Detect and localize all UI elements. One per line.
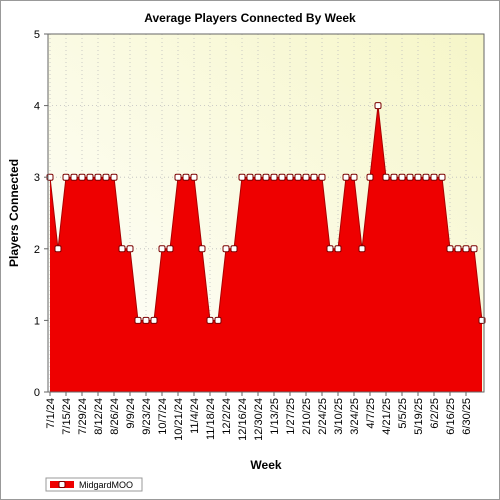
data-point <box>438 173 446 181</box>
data-point <box>462 245 470 253</box>
y-tick-label: 3 <box>34 172 40 184</box>
data-point <box>302 173 310 181</box>
x-tick-label: 10/7/24 <box>157 398 169 435</box>
x-tick-label: 12/16/24 <box>237 398 249 441</box>
data-point <box>54 245 62 253</box>
x-tick-label: 8/12/24 <box>93 398 105 435</box>
data-point <box>358 245 366 253</box>
data-point <box>78 173 86 181</box>
data-point <box>366 173 374 181</box>
series-area <box>50 105 482 392</box>
data-point <box>454 245 462 253</box>
data-point <box>150 316 158 324</box>
x-tick-label: 3/24/25 <box>349 398 361 435</box>
x-tick-label: 6/30/25 <box>461 398 473 435</box>
legend-marker <box>58 481 66 488</box>
data-point <box>294 173 302 181</box>
data-point <box>238 173 246 181</box>
x-tick-label: 7/29/24 <box>77 398 89 435</box>
data-point <box>406 173 414 181</box>
data-point <box>86 173 94 181</box>
series-layer <box>46 102 486 392</box>
data-point <box>382 173 390 181</box>
x-tick-label: 5/5/25 <box>397 398 409 429</box>
data-point <box>350 173 358 181</box>
data-point <box>334 245 342 253</box>
data-point <box>206 316 214 324</box>
x-tick-label: 8/26/24 <box>109 398 121 435</box>
data-point <box>214 316 222 324</box>
x-tick-label: 5/19/25 <box>413 398 425 435</box>
data-point <box>422 173 430 181</box>
data-point <box>126 245 134 253</box>
y-tick-label: 5 <box>34 29 40 41</box>
x-tick-label: 2/10/25 <box>301 398 313 435</box>
x-tick-label: 9/9/24 <box>125 398 137 429</box>
data-point <box>270 173 278 181</box>
data-point <box>470 245 478 253</box>
data-point <box>286 173 294 181</box>
x-tick-label: 2/24/25 <box>317 398 329 435</box>
y-tick-label: 0 <box>34 387 40 399</box>
x-tick-label: 12/30/24 <box>253 398 265 441</box>
plot-border <box>47 33 485 393</box>
data-point <box>94 173 102 181</box>
data-point <box>326 245 334 253</box>
data-point <box>62 173 70 181</box>
x-axis-label: Week <box>250 458 281 472</box>
data-point <box>414 173 422 181</box>
y-tick-label: 1 <box>34 315 40 327</box>
data-point <box>166 245 174 253</box>
chart-title: Average Players Connected By Week <box>144 11 356 25</box>
data-point <box>158 245 166 253</box>
x-tick-labels: 7/1/24 7/15/24 7/29/24 8/12/24 8/26/24 9/9/24… <box>45 392 473 441</box>
data-point <box>398 173 406 181</box>
data-point <box>310 173 318 181</box>
data-point <box>190 173 198 181</box>
data-point <box>142 316 150 324</box>
data-point <box>446 245 454 253</box>
y-tick-label: 2 <box>34 244 40 256</box>
data-point <box>182 173 190 181</box>
data-point <box>198 245 206 253</box>
legend-label: MidgardMOO <box>79 480 133 490</box>
legend: MidgardMOO <box>45 477 143 492</box>
x-tick-label: 7/15/24 <box>61 398 73 435</box>
y-tick-label: 4 <box>34 101 40 113</box>
data-point <box>262 173 270 181</box>
x-tick-label: 4/7/25 <box>365 398 377 429</box>
data-point <box>390 173 398 181</box>
data-point <box>342 173 350 181</box>
data-point <box>118 245 126 253</box>
x-tick-label: 9/23/24 <box>141 398 153 435</box>
x-tick-label: 12/2/24 <box>221 398 233 435</box>
data-point <box>134 316 142 324</box>
x-tick-label: 6/16/25 <box>445 398 457 435</box>
y-axis-label: Players Connected <box>7 159 21 267</box>
data-point <box>246 173 254 181</box>
x-tick-label: 3/10/25 <box>333 398 345 435</box>
data-point <box>110 173 118 181</box>
data-point <box>254 173 262 181</box>
x-tick-label: 1/13/25 <box>269 398 281 435</box>
x-tick-label: 11/4/24 <box>189 398 201 434</box>
data-point <box>374 102 382 110</box>
x-tick-label: 1/27/25 <box>285 398 297 435</box>
data-point <box>174 173 182 181</box>
data-point <box>70 173 78 181</box>
data-point <box>430 173 438 181</box>
data-point <box>102 173 110 181</box>
y-tick-labels: 0 1 2 3 4 5 <box>34 29 48 399</box>
data-point <box>222 245 230 253</box>
x-tick-label: 7/1/24 <box>45 398 57 429</box>
data-point <box>318 173 326 181</box>
x-tick-label: 4/21/25 <box>381 398 393 435</box>
x-tick-label: 10/21/24 <box>173 398 185 441</box>
data-point <box>278 173 286 181</box>
x-tick-label: 11/18/24 <box>205 398 217 440</box>
data-point <box>230 245 238 253</box>
x-tick-label: 6/2/25 <box>429 398 441 429</box>
